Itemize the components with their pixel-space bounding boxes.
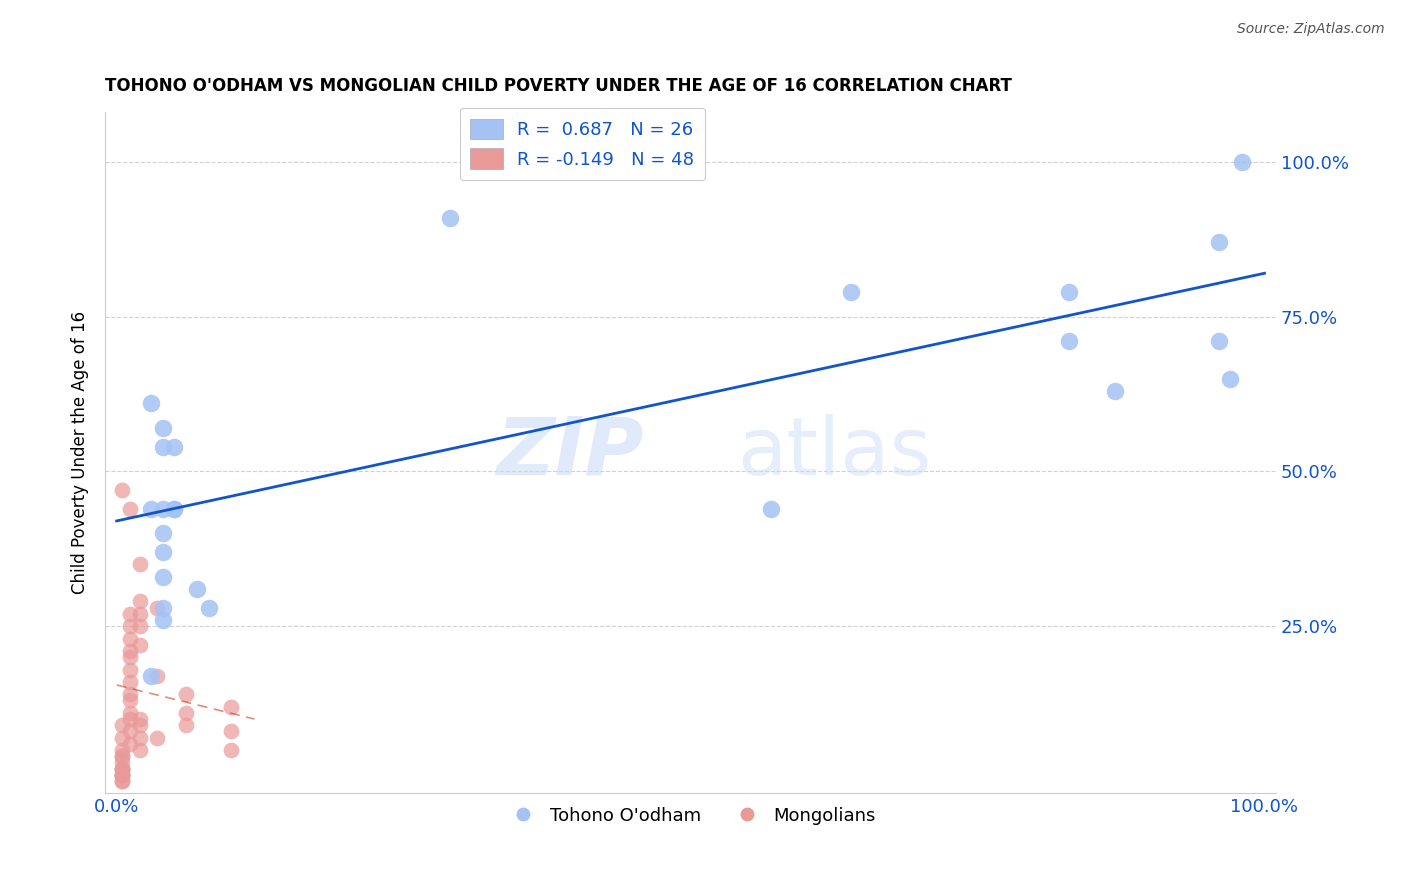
Point <box>128 619 150 633</box>
Point <box>139 396 162 410</box>
Point <box>120 650 142 665</box>
Point <box>146 600 169 615</box>
Point <box>186 582 208 596</box>
Point <box>152 421 174 435</box>
Point <box>174 687 197 701</box>
Point <box>111 774 134 789</box>
Point <box>152 600 174 615</box>
Point <box>163 501 186 516</box>
Point <box>128 731 150 745</box>
Point <box>111 768 134 782</box>
Point <box>139 501 162 516</box>
Point <box>111 768 134 782</box>
Point <box>221 699 243 714</box>
Point <box>146 731 169 745</box>
Point <box>120 706 142 720</box>
Point <box>128 558 150 572</box>
Point <box>120 724 142 739</box>
Point <box>139 669 162 683</box>
Point <box>111 768 134 782</box>
Point <box>120 501 142 516</box>
Text: Source: ZipAtlas.com: Source: ZipAtlas.com <box>1237 22 1385 37</box>
Point <box>120 644 142 658</box>
Point <box>128 594 150 608</box>
Point <box>146 669 169 683</box>
Point <box>128 607 150 621</box>
Point <box>111 749 134 764</box>
Point <box>120 693 142 707</box>
Point <box>163 440 186 454</box>
Point <box>120 607 142 621</box>
Point <box>128 638 150 652</box>
Point <box>152 526 174 541</box>
Point <box>152 440 174 454</box>
Point <box>1059 285 1081 299</box>
Point <box>1230 154 1253 169</box>
Point <box>120 674 142 689</box>
Point <box>221 743 243 757</box>
Point <box>128 712 150 726</box>
Point <box>174 706 197 720</box>
Point <box>163 501 186 516</box>
Point <box>111 774 134 789</box>
Point <box>111 756 134 770</box>
Y-axis label: Child Poverty Under the Age of 16: Child Poverty Under the Age of 16 <box>72 311 89 594</box>
Point <box>111 749 134 764</box>
Point <box>111 768 134 782</box>
Point <box>128 718 150 732</box>
Point <box>152 613 174 627</box>
Point <box>120 619 142 633</box>
Point <box>759 501 782 516</box>
Point <box>152 569 174 583</box>
Point <box>152 501 174 516</box>
Point <box>120 663 142 677</box>
Point <box>221 724 243 739</box>
Point <box>111 483 134 497</box>
Point <box>120 632 142 646</box>
Point <box>120 687 142 701</box>
Point <box>128 743 150 757</box>
Point <box>111 762 134 776</box>
Point <box>1208 334 1230 349</box>
Point <box>839 285 862 299</box>
Text: TOHONO O'ODHAM VS MONGOLIAN CHILD POVERTY UNDER THE AGE OF 16 CORRELATION CHART: TOHONO O'ODHAM VS MONGOLIAN CHILD POVERT… <box>105 78 1012 95</box>
Point <box>152 545 174 559</box>
Point <box>111 718 134 732</box>
Point <box>120 737 142 751</box>
Legend: Tohono O'odham, Mongolians: Tohono O'odham, Mongolians <box>498 799 883 832</box>
Text: atlas: atlas <box>737 414 932 491</box>
Point <box>111 731 134 745</box>
Point <box>111 762 134 776</box>
Point <box>120 712 142 726</box>
Point <box>1208 235 1230 250</box>
Point <box>197 600 219 615</box>
Point <box>174 718 197 732</box>
Text: ZIP: ZIP <box>496 414 644 491</box>
Point <box>111 762 134 776</box>
Point <box>1219 371 1241 385</box>
Point <box>1104 384 1126 398</box>
Point <box>1059 334 1081 349</box>
Point <box>439 211 461 225</box>
Point <box>111 743 134 757</box>
